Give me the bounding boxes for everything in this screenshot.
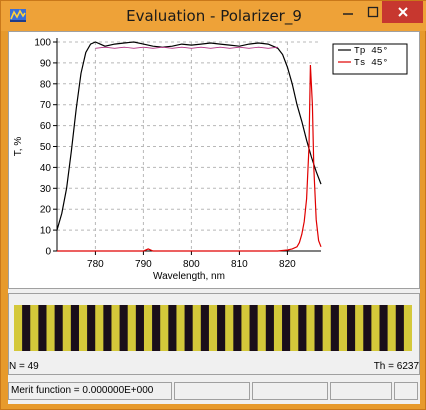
stack-layer bbox=[54, 305, 64, 351]
stack-layer bbox=[119, 305, 129, 351]
stack-layer bbox=[298, 305, 307, 351]
stack-layer bbox=[46, 305, 55, 351]
title-bar[interactable]: Evaluation - Polarizer_9 bbox=[1, 1, 426, 31]
plot-panel: 0 10 20 30 40 50 60 70 80 90 100 780 790 800 810 820 Wav… bbox=[8, 31, 420, 289]
y-tick-label: 20 bbox=[40, 205, 52, 216]
status-cell bbox=[252, 382, 328, 400]
resize-grip[interactable] bbox=[394, 382, 418, 400]
stack-layer bbox=[306, 305, 315, 351]
maximize-button[interactable] bbox=[361, 1, 385, 23]
x-tick-label: 810 bbox=[231, 259, 248, 270]
stack-layer bbox=[330, 305, 340, 351]
y-tick-label: 10 bbox=[40, 226, 52, 237]
stack-layer bbox=[249, 305, 258, 351]
y-tick-label: 80 bbox=[40, 79, 52, 90]
minimize-button[interactable] bbox=[336, 1, 360, 23]
stack-layer bbox=[168, 305, 177, 351]
stack-layer bbox=[322, 305, 332, 351]
series-line bbox=[56, 41, 322, 231]
maximize-icon bbox=[367, 6, 379, 18]
stack-layer bbox=[273, 305, 283, 351]
transmittance-chart[interactable]: 0 10 20 30 40 50 60 70 80 90 100 780 790 800 810 820 Wav… bbox=[9, 32, 419, 288]
x-tick-label: 820 bbox=[279, 259, 296, 270]
stack-layer bbox=[395, 305, 405, 351]
status-bar: Merit function = 0.000000E+000 bbox=[8, 380, 420, 402]
app-icon[interactable] bbox=[9, 7, 27, 23]
y-tick-label: 70 bbox=[40, 100, 52, 111]
stack-layer bbox=[338, 305, 348, 351]
stack-layer bbox=[290, 305, 299, 351]
status-cell bbox=[174, 382, 250, 400]
stack-layer bbox=[387, 305, 397, 351]
stack-layer bbox=[371, 305, 380, 351]
y-tick-label: 50 bbox=[40, 142, 52, 153]
layer-stack-panel bbox=[8, 293, 420, 375]
stack-layer bbox=[208, 305, 218, 351]
stack-layer bbox=[314, 305, 323, 351]
stack-layer bbox=[30, 305, 39, 351]
stack-layer bbox=[225, 305, 234, 351]
stack-layer bbox=[22, 305, 31, 351]
stack-layer bbox=[257, 305, 267, 351]
stack-layer bbox=[127, 305, 137, 351]
stack-layer bbox=[282, 305, 291, 351]
stack-layer bbox=[111, 305, 120, 351]
stack-layer bbox=[200, 305, 210, 351]
layer-count-label: N = 49 bbox=[9, 361, 39, 372]
stack-layer bbox=[70, 305, 80, 351]
stack-layer bbox=[87, 305, 96, 351]
close-button[interactable] bbox=[382, 1, 423, 23]
client-area: 0 10 20 30 40 50 60 70 80 90 100 780 790 800 810 820 Wav… bbox=[8, 31, 420, 404]
stack-layer bbox=[355, 305, 364, 351]
x-tick-label: 780 bbox=[87, 259, 104, 270]
y-tick-label: 100 bbox=[34, 38, 51, 49]
window-title: Evaluation - Polarizer_9 bbox=[126, 7, 302, 25]
stack-layer bbox=[347, 305, 356, 351]
y-tick-label: 60 bbox=[40, 121, 52, 132]
series-line bbox=[57, 64, 322, 252]
stack-layer bbox=[233, 305, 242, 351]
stack-layer bbox=[184, 305, 193, 351]
close-icon bbox=[397, 7, 408, 17]
stack-layer bbox=[152, 305, 161, 351]
target-line bbox=[95, 46, 278, 49]
stack-layer bbox=[265, 305, 275, 351]
y-tick-label: 90 bbox=[40, 58, 52, 69]
stack-layer bbox=[62, 305, 72, 351]
x-tick-label: 790 bbox=[135, 259, 152, 270]
legend-box bbox=[332, 43, 408, 75]
stack-layer bbox=[78, 305, 88, 351]
stack-layer bbox=[38, 305, 47, 351]
y-tick-label: 0 bbox=[45, 247, 51, 258]
stack-layer bbox=[160, 305, 169, 351]
stack-layer bbox=[217, 305, 226, 351]
legend-entry: Ts 45° bbox=[354, 57, 388, 68]
stack-layer bbox=[135, 305, 145, 351]
y-tick-label: 40 bbox=[40, 163, 52, 174]
thickness-label: Th = 6237 bbox=[373, 361, 419, 372]
legend-entry: Tp 45° bbox=[354, 45, 388, 56]
stack-layer bbox=[363, 305, 372, 351]
merit-function-status: Merit function = 0.000000E+000 bbox=[8, 382, 172, 400]
stack-layer bbox=[379, 305, 388, 351]
layer-stack-bar[interactable] bbox=[14, 305, 412, 351]
stack-layer bbox=[14, 305, 23, 351]
stack-layer bbox=[176, 305, 185, 351]
stack-layer bbox=[192, 305, 202, 351]
minimize-icon bbox=[343, 13, 353, 15]
stack-layer bbox=[95, 305, 104, 351]
x-tick-label: 800 bbox=[183, 259, 200, 270]
y-axis-label: T, % bbox=[13, 137, 24, 157]
stack-layer bbox=[241, 305, 250, 351]
stack-layer bbox=[103, 305, 112, 351]
stack-layer bbox=[143, 305, 153, 351]
status-cell bbox=[330, 382, 392, 400]
stack-layer bbox=[403, 305, 412, 351]
y-tick-label: 30 bbox=[40, 184, 52, 195]
x-axis-label: Wavelength, nm bbox=[153, 271, 225, 282]
